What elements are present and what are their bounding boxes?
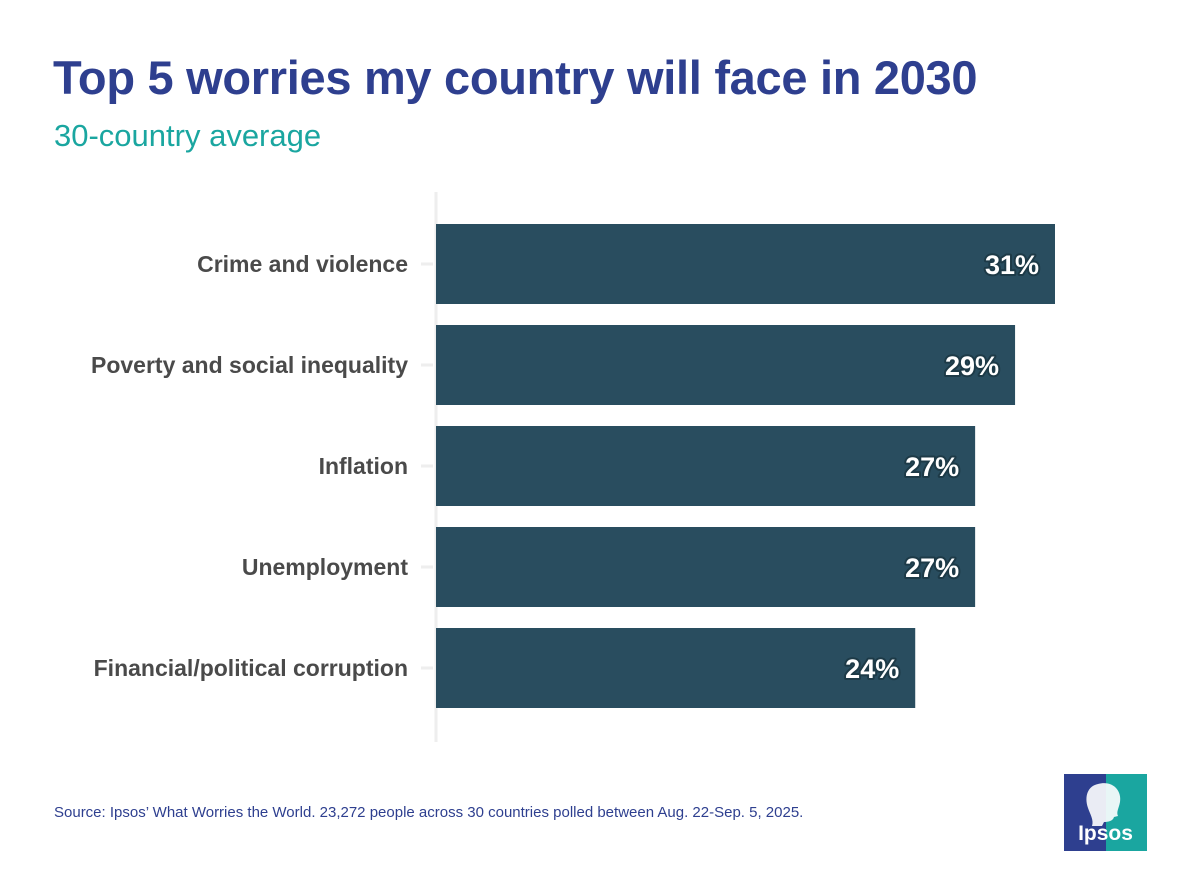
logo-wordmark: Ipsos bbox=[1078, 822, 1133, 845]
bar bbox=[436, 426, 976, 506]
ipsos-logo: Ipsos bbox=[1064, 774, 1147, 851]
value-label: 29% bbox=[945, 351, 999, 381]
chart-title: Top 5 worries my country will face in 20… bbox=[53, 51, 978, 104]
category-label: Crime and violence bbox=[197, 251, 408, 277]
value-label: 27% bbox=[905, 452, 959, 482]
category-label: Inflation bbox=[319, 453, 408, 479]
bar bbox=[436, 628, 916, 708]
source-note: Source: Ipsos’ What Worries the World. 2… bbox=[54, 804, 804, 821]
bar bbox=[436, 325, 1016, 405]
bar-chart: Crime and violence 31% Poverty and social … bbox=[91, 192, 1055, 742]
bar bbox=[436, 224, 1055, 304]
value-label: 27% bbox=[905, 553, 959, 583]
value-label: 31% bbox=[985, 250, 1039, 280]
category-label: Unemployment bbox=[242, 554, 408, 580]
bar bbox=[436, 527, 976, 607]
ipsos-head-icon bbox=[1064, 774, 1147, 851]
category-label: Financial/political corruption bbox=[94, 655, 408, 681]
category-label: Poverty and social inequality bbox=[91, 352, 408, 378]
value-label: 24% bbox=[845, 654, 899, 684]
chart-subtitle: 30-country average bbox=[54, 118, 322, 153]
